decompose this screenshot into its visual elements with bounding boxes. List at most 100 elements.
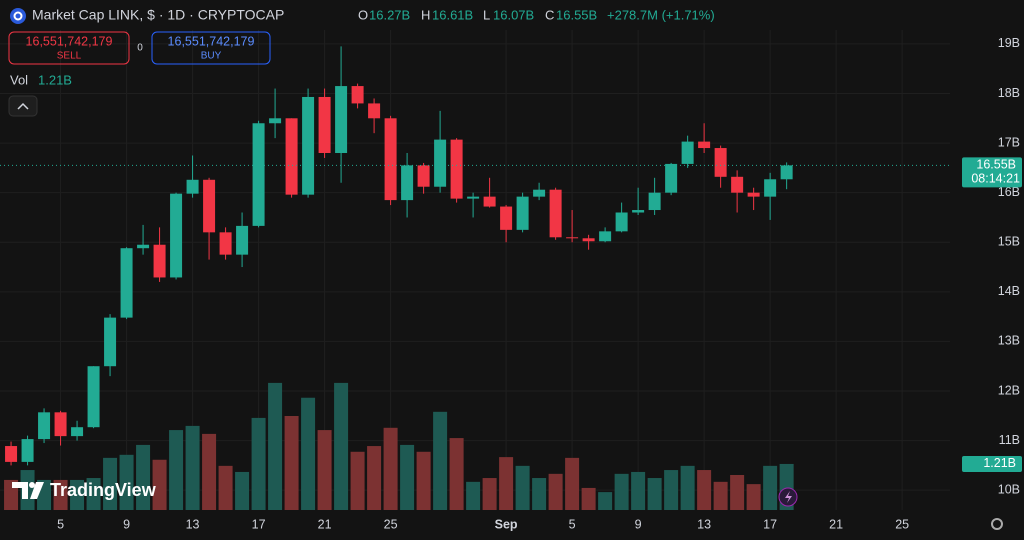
candle-body bbox=[21, 439, 34, 462]
spread: 0 bbox=[137, 43, 143, 54]
candle-body bbox=[434, 139, 447, 187]
y-tick-label: 14B bbox=[998, 284, 1020, 298]
volume-bar bbox=[268, 382, 283, 510]
sell-price: 16,551,742,179 bbox=[26, 34, 113, 48]
candle-body bbox=[120, 248, 133, 318]
candle-body bbox=[137, 244, 150, 249]
x-tick-label: 25 bbox=[895, 517, 909, 531]
candle-body bbox=[384, 118, 397, 201]
candle-body bbox=[335, 86, 348, 154]
candle-body bbox=[665, 163, 678, 193]
volume-bar bbox=[581, 487, 596, 510]
sell-label: SELL bbox=[57, 51, 82, 62]
volume-bar bbox=[400, 444, 415, 510]
candle-body bbox=[71, 427, 84, 437]
candle-body bbox=[599, 231, 612, 242]
logo-dot bbox=[29, 482, 35, 488]
volume-bar bbox=[697, 470, 712, 510]
symbol-title: Market Cap LINK, $ · 1D · CRYPTOCAP bbox=[32, 7, 284, 23]
candle-body bbox=[648, 192, 661, 211]
c-label: C bbox=[545, 7, 554, 22]
candle-body bbox=[500, 206, 513, 230]
x-tick-label: 21 bbox=[318, 517, 332, 531]
volume-bar bbox=[548, 473, 563, 510]
price-tag bbox=[962, 157, 1022, 188]
l-label: L bbox=[483, 7, 490, 22]
x-tick-label: 17 bbox=[252, 517, 266, 531]
x-tick-label: 21 bbox=[829, 517, 843, 531]
candle-body bbox=[38, 412, 51, 440]
candle-body bbox=[450, 139, 463, 199]
volume-bar bbox=[664, 470, 679, 510]
volume-bar bbox=[218, 465, 233, 510]
logo-text: TradingView bbox=[50, 480, 157, 500]
x-tick-label: 9 bbox=[635, 517, 642, 531]
sell-button[interactable] bbox=[8, 31, 130, 65]
candle-body bbox=[698, 141, 711, 149]
candle-body bbox=[219, 232, 232, 255]
candle-body bbox=[368, 103, 381, 119]
candle-body bbox=[566, 237, 579, 239]
volume-bar bbox=[746, 484, 761, 510]
volume-bar bbox=[730, 474, 745, 510]
volume-bar bbox=[598, 492, 613, 510]
volume-bar bbox=[449, 438, 464, 510]
volume-bar bbox=[119, 454, 134, 510]
candle-body bbox=[236, 225, 249, 255]
candle-body bbox=[516, 196, 529, 230]
volume-bar bbox=[499, 457, 514, 510]
buy-price: 16,551,742,179 bbox=[168, 34, 255, 48]
candle-body bbox=[302, 96, 315, 195]
volume-bar bbox=[169, 430, 184, 510]
volume-tag bbox=[962, 455, 1022, 472]
collapse-button[interactable] bbox=[8, 95, 38, 117]
volume-bar bbox=[53, 479, 68, 510]
x-tick-label: 17 bbox=[763, 517, 777, 531]
lightning-icon bbox=[785, 491, 792, 503]
volume-bar bbox=[152, 459, 167, 510]
candle-body bbox=[615, 212, 628, 232]
candle-body bbox=[203, 179, 216, 233]
candle-body bbox=[731, 176, 744, 193]
logo-slash bbox=[30, 482, 44, 499]
candle-body bbox=[417, 165, 430, 187]
candle-body bbox=[582, 238, 595, 242]
y-tick-label: 19B bbox=[998, 36, 1020, 50]
volume-bar bbox=[433, 411, 448, 510]
logo-mark bbox=[12, 482, 28, 499]
candle-body bbox=[87, 366, 100, 428]
buy-label: BUY bbox=[201, 51, 222, 62]
x-tick-label: 5 bbox=[569, 517, 576, 531]
candle-body bbox=[747, 192, 760, 197]
volume-bar bbox=[416, 451, 431, 510]
settings-button[interactable] bbox=[991, 518, 1003, 530]
volume-bar bbox=[317, 430, 332, 510]
candle-body bbox=[780, 165, 793, 180]
buy-button[interactable] bbox=[151, 31, 271, 65]
candle-body bbox=[549, 189, 562, 238]
logo: TradingView bbox=[12, 480, 157, 500]
candle-body bbox=[632, 210, 645, 213]
volume-bar bbox=[136, 444, 151, 510]
l-value: 16.07B bbox=[493, 7, 534, 22]
candle-body bbox=[5, 446, 18, 462]
volume-bar bbox=[350, 451, 365, 510]
volume-bar bbox=[202, 433, 217, 510]
volume-bar bbox=[334, 382, 349, 510]
change: +278.7M (+1.71%) bbox=[607, 7, 715, 22]
volume-bar bbox=[631, 471, 646, 510]
volume-bar bbox=[284, 416, 299, 510]
x-tick-label: 5 bbox=[57, 517, 64, 531]
y-tick-label: 11B bbox=[999, 433, 1020, 447]
symbol-icon-inner bbox=[13, 11, 23, 21]
volume-bar bbox=[515, 465, 530, 510]
x-tick-label: 25 bbox=[384, 517, 398, 531]
x-tick-label: 13 bbox=[697, 517, 711, 531]
candle-body bbox=[104, 317, 117, 367]
y-tick-label: 12B bbox=[998, 383, 1020, 397]
candle-body bbox=[714, 148, 727, 177]
candle-body bbox=[483, 196, 496, 207]
h-value: 16.61B bbox=[432, 7, 473, 22]
volume-bar bbox=[185, 425, 200, 510]
candle-body bbox=[318, 96, 331, 154]
